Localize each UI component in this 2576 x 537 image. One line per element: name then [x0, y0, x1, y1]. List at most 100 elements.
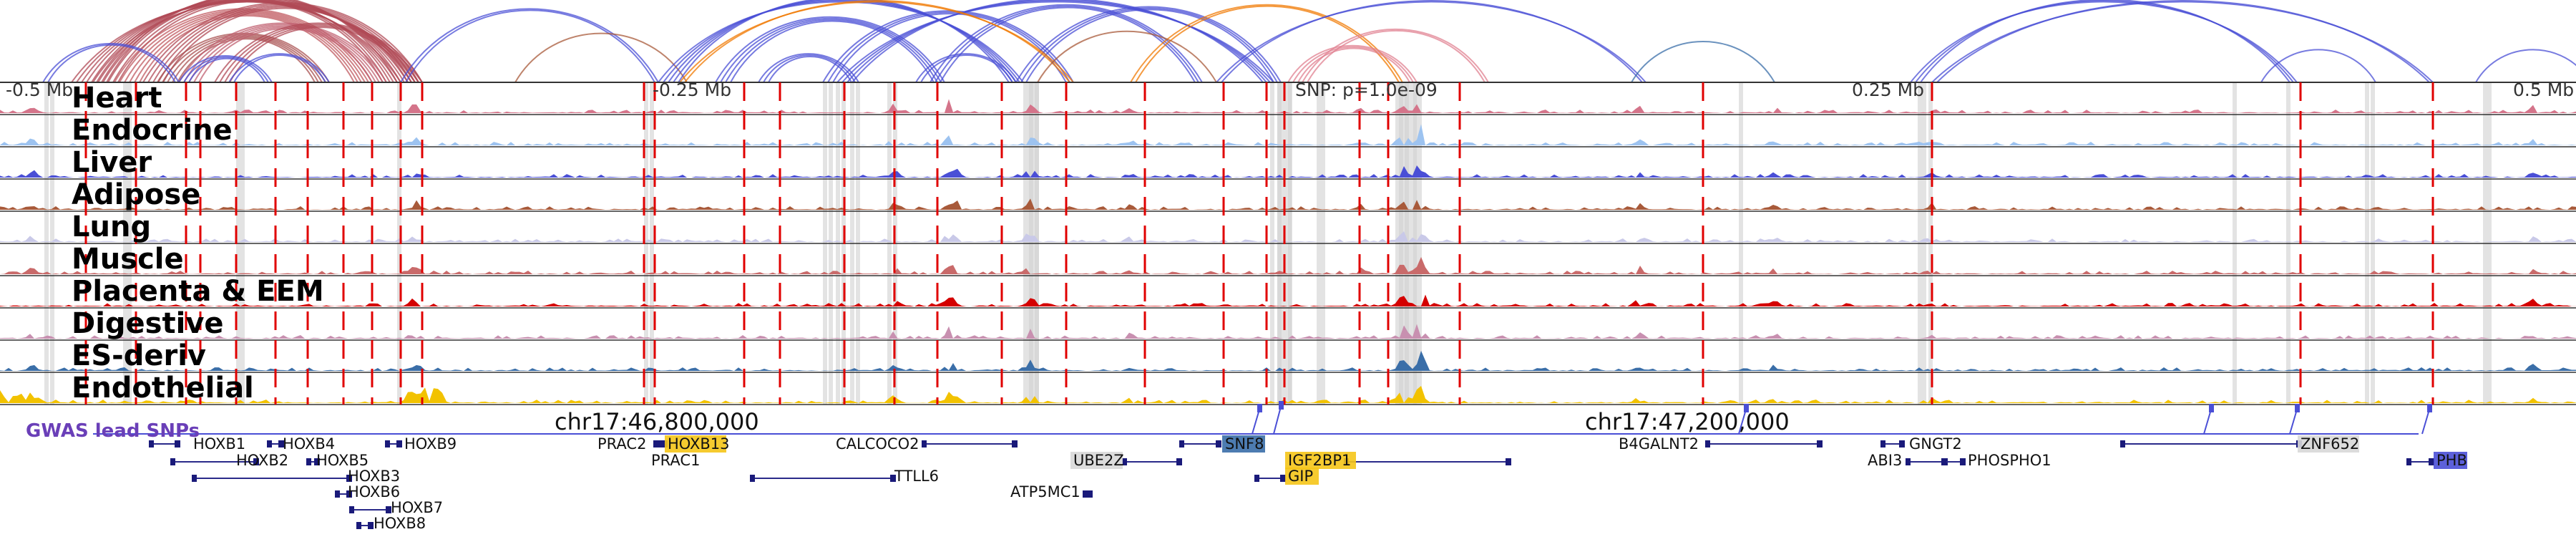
- loop-arc: [852, 0, 1264, 83]
- loop-arc: [188, 25, 380, 83]
- gene-prac2: PRAC2: [597, 435, 663, 453]
- gene-exon: [1179, 440, 1184, 448]
- loop-arc: [1915, 0, 2294, 83]
- gene-ube2z: UBE2Z: [1070, 452, 1182, 469]
- gene-label: PHOSPHO1: [1968, 452, 2051, 469]
- gwas-snp-stem: [1738, 409, 1747, 435]
- loop-arc: [1936, 0, 2430, 83]
- gene-igf2bp1: IGF2BP1: [1285, 452, 1511, 469]
- loop-arc: [1287, 44, 1418, 83]
- loop-arc: [1130, 4, 1403, 83]
- gene-highlight: [2434, 452, 2467, 469]
- track-label-endocrine: Endocrine: [72, 114, 233, 147]
- loop-arc: [162, 34, 326, 83]
- loop-arc: [836, 1, 1274, 83]
- axis-left-label: -0.5 Mb: [6, 79, 73, 100]
- loop-arc: [679, 1, 1074, 83]
- loop-arc: [228, 53, 330, 83]
- loop-arc: [178, 54, 273, 83]
- gene-atp5mc1: ATP5MC1: [1010, 483, 1093, 500]
- gene-exon: [396, 440, 402, 448]
- track-separators: [0, 82, 2576, 405]
- gene-highlight: [665, 435, 726, 453]
- gene-phb: PHB: [2406, 452, 2467, 469]
- gene-exon: [192, 475, 197, 482]
- gene-label: B4GALNT2: [1619, 435, 1699, 453]
- gene-gip: GIP: [1254, 468, 1319, 485]
- gene-annotation-track: HOXB1HOXB2HOXB4HOXB5HOXB3HOXB6HOXB7HOXB8…: [149, 435, 2467, 532]
- loop-arc: [940, 6, 1196, 83]
- loop-arc: [1135, 5, 1400, 83]
- gene-hoxb6: HOXB6: [335, 483, 400, 500]
- loop-arc: [514, 32, 688, 83]
- gene-exon: [2429, 458, 2434, 465]
- loop-arc: [129, 12, 362, 83]
- gene-hoxb2: HOXB2: [170, 452, 288, 469]
- loop-arc: [2260, 49, 2376, 83]
- gene-label: HOXB8: [374, 515, 426, 532]
- track-label-heart: Heart: [72, 82, 162, 115]
- loop-arc: [214, 22, 423, 83]
- gene-label: HOXB9: [404, 435, 457, 453]
- loop-arc: [1910, 1, 2298, 83]
- gwas-snp-stem: [2289, 409, 2298, 435]
- gwas-snp: [2427, 404, 2432, 412]
- gene-label: HOXB5: [316, 452, 369, 469]
- loop-arc: [658, 1, 1024, 83]
- gene-label: HOXB7: [391, 499, 443, 516]
- axis-snp-label: SNP: p=1.0e-09: [1295, 79, 1438, 100]
- gene-exon: [653, 440, 658, 448]
- gene-label: TTLL6: [894, 468, 939, 485]
- gene-label: ABI3: [1868, 452, 1902, 469]
- track-label-liver: Liver: [72, 146, 152, 179]
- loop-arc: [668, 0, 1017, 83]
- track-labels: Heart Endocrine Liver Adipose Lung Muscl…: [72, 82, 324, 405]
- loop-arc: [1020, 7, 1278, 83]
- loop-arc: [1037, 30, 1217, 83]
- track-label-es-deriv: ES-deriv: [72, 339, 206, 372]
- gene-label: PRAC2: [597, 435, 646, 453]
- gene-exon: [1254, 475, 1259, 482]
- loop-arc: [730, 20, 935, 83]
- loop-arc: [678, 0, 1010, 83]
- loop-arc: [768, 55, 852, 83]
- signal-7: [0, 324, 2576, 339]
- gene-exon: [335, 490, 340, 498]
- loop-arc: [1216, 1, 1646, 83]
- loop-arc: [102, 0, 394, 83]
- gene-exon: [1216, 440, 1221, 448]
- gene-highlight: [2298, 435, 2359, 453]
- gene-label: SNF8: [1225, 435, 1264, 453]
- loop-arc: [763, 54, 856, 83]
- gene-highlight: [1070, 452, 1123, 469]
- gene-exon: [890, 475, 896, 482]
- gene-exon: [1506, 458, 1511, 465]
- loop-arc: [1307, 30, 1485, 83]
- loop-arc: [847, 0, 1267, 83]
- gene-prac1: PRAC1: [651, 452, 700, 469]
- gene-label: ATP5MC1: [1010, 483, 1080, 500]
- gene-label: HOXB4: [283, 435, 335, 453]
- gene-exon: [267, 440, 272, 448]
- gwas-snp: [2295, 404, 2300, 412]
- gene-hoxb8: HOXB8: [356, 515, 426, 532]
- loop-arc: [178, 22, 387, 83]
- loop-arc: [684, 0, 1070, 83]
- gene-label: UBE2Z: [1073, 452, 1124, 469]
- gene-hoxb1: HOXB1: [149, 435, 245, 453]
- gene-label: ZNF652: [2301, 435, 2359, 453]
- gene-exon: [1880, 440, 1885, 448]
- track-label-adipose: Adipose: [72, 178, 200, 211]
- loop-arc: [229, 26, 412, 83]
- loop-arc: [112, 0, 387, 83]
- loop-arc: [915, 53, 1017, 83]
- gene-exon: [314, 458, 320, 465]
- gene-exon: [346, 490, 352, 498]
- gene-label: IGF2BP1: [1288, 452, 1351, 469]
- loop-arc: [1292, 46, 1414, 83]
- gene-snf8: SNF8: [1179, 435, 1265, 453]
- gene-exon: [1280, 475, 1286, 482]
- gene-exon: [1960, 458, 1966, 465]
- coord-left: chr17:46,800,000: [555, 408, 759, 435]
- track-label-muscle: Muscle: [72, 243, 184, 276]
